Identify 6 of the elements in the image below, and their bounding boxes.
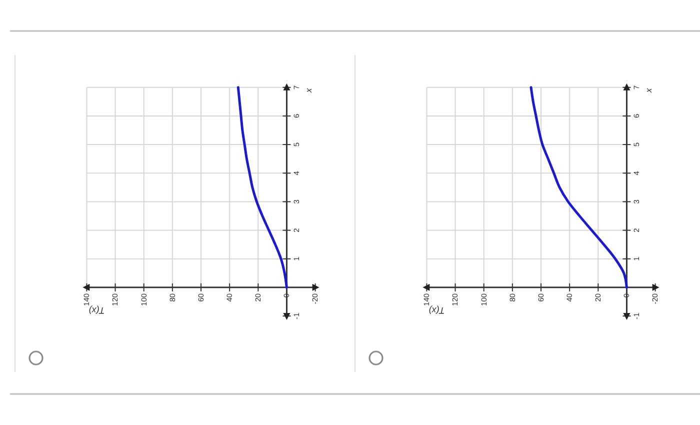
x-axis-title: T(x): [428, 306, 445, 316]
x-axis-title: T(x): [88, 306, 105, 316]
y-axis-title: x: [303, 88, 314, 94]
y-axis-title: x: [643, 88, 654, 94]
line-series: [236, 86, 288, 289]
line-series: [530, 86, 628, 289]
